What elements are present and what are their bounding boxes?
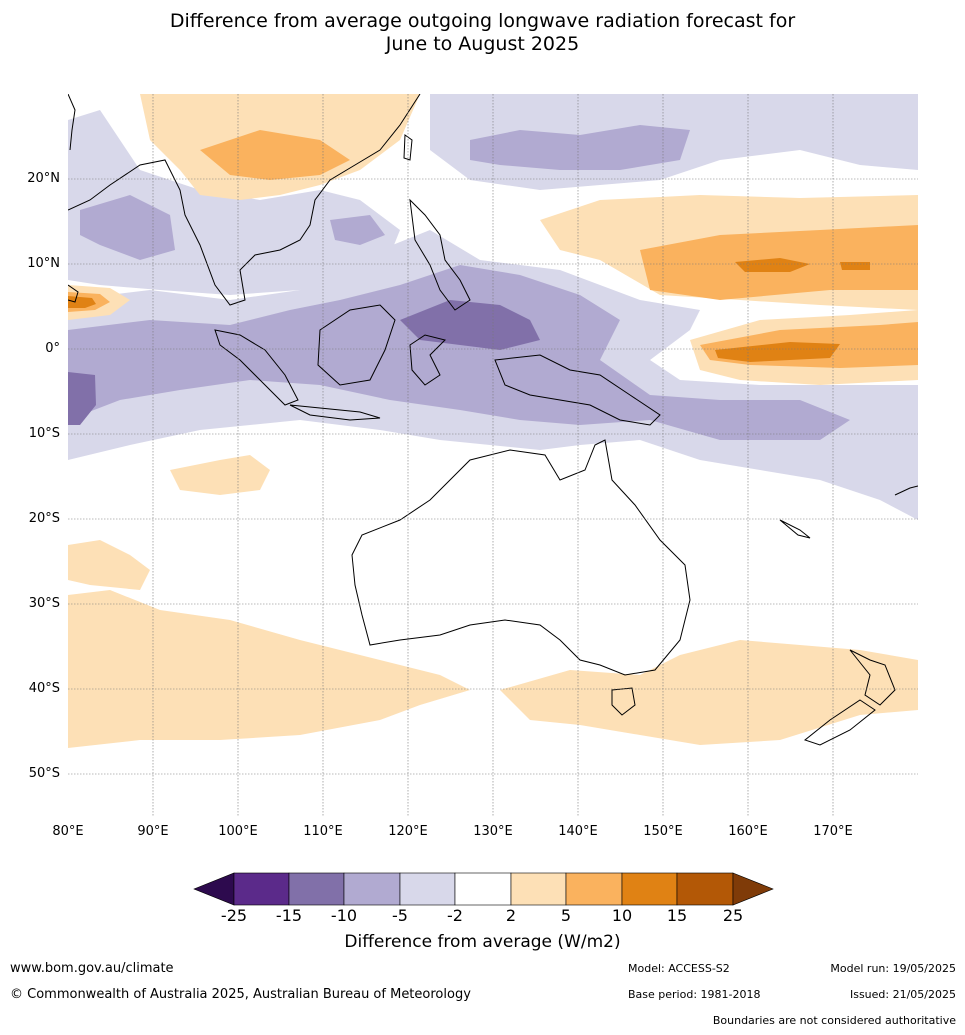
colorbar-segment [565, 872, 623, 906]
colorbar-tick-label: 5 [560, 906, 572, 925]
model-text: Model: ACCESS-S2 [628, 962, 730, 975]
pacific-islands-coastline [779, 485, 918, 539]
lon-label: 90°E [137, 824, 169, 839]
colorbar-segment [621, 872, 678, 906]
issued-text: Issued: 21/05/2025 [849, 988, 956, 1001]
borneo-coastline [317, 304, 396, 386]
anomaly-region-dark-orange-north-pacific-2 [840, 262, 870, 270]
colorbar-segment [399, 872, 456, 906]
anomaly-region-light-orange-patch [170, 455, 270, 495]
anomaly-region-dark-orange-west [68, 296, 96, 308]
lon-label: 100°E [218, 824, 258, 839]
title-line-1: Difference from average outgoing longwav… [169, 10, 796, 32]
anomaly-region-purple-bay [80, 195, 175, 260]
lon-label: 80°E [52, 824, 84, 839]
lat-label: 0° [45, 341, 60, 356]
disclaimer-text: Boundaries are not considered authoritat… [712, 1014, 956, 1027]
anomaly-region-dark-orange-equatorial-pacific [715, 342, 840, 362]
australia-coastline [351, 439, 691, 676]
lat-label: 20°N [27, 171, 60, 186]
lon-label: 150°E [643, 824, 683, 839]
anomaly-region-light-orange-southern-west [68, 590, 470, 748]
colorbar-segment [454, 872, 512, 906]
colorbar-tick-label: 15 [666, 906, 688, 925]
colorbar-tick-label: 25 [722, 906, 744, 925]
base-period-text: Base period: 1981-2018 [628, 988, 761, 1001]
anomaly-region-light-orange-southern-east [500, 640, 918, 745]
lat-label: 10°S [28, 426, 60, 441]
sumatra-coastline [214, 329, 299, 406]
colorbar-tick-label: 10 [611, 906, 633, 925]
lon-label: 160°E [728, 824, 768, 839]
sulawesi-coastline [409, 334, 446, 386]
colorbar-tick-label: -25 [220, 906, 248, 925]
new-zealand-south-coastline [803, 699, 876, 746]
lat-label: 20°S [28, 511, 60, 526]
colorbar-segment [510, 872, 567, 906]
sri-lanka-coastline [68, 284, 79, 303]
website-link[interactable]: www.bom.gov.au/climate [10, 961, 174, 976]
anomaly-region-light-orange-sw-patch [68, 540, 150, 590]
lat-label: 30°S [28, 596, 60, 611]
java-coastline [289, 404, 381, 421]
anomaly-field [68, 94, 918, 748]
taiwan-coastline [403, 134, 413, 161]
colorbar-tick-label: -10 [330, 906, 358, 925]
title-line-2: June to August 2025 [385, 33, 580, 55]
philippines-coastline [409, 198, 471, 311]
lat-label: 50°S [28, 766, 60, 781]
lat-label: 10°N [27, 256, 60, 271]
colorbar-extend-low [193, 872, 235, 906]
colorbar-extend-high [732, 872, 774, 906]
coastlines [68, 94, 918, 746]
colorbar-segment [233, 872, 290, 906]
tasmania-coastline [611, 687, 636, 716]
colorbar-tick-label: -15 [275, 906, 303, 925]
new-zealand-north-coastline [849, 649, 896, 706]
lon-label: 170°E [813, 824, 853, 839]
colorbar-segment [288, 872, 345, 906]
lon-label: 120°E [388, 824, 428, 839]
colorbar-segment [343, 872, 401, 906]
new-guinea-coastline [494, 354, 661, 426]
lon-label: 140°E [558, 824, 598, 839]
anomaly-region-purple-scs [330, 215, 385, 245]
lon-label: 130°E [473, 824, 513, 839]
anomaly-region-dark-purple-west [68, 372, 96, 425]
anomaly-region-purple-north-pacific [470, 125, 690, 170]
anomaly-region-dark-orange-north-pacific [735, 258, 810, 272]
colorbar-tick-label: -2 [447, 906, 463, 925]
colorbar [193, 872, 774, 906]
colorbar-title: Difference from average (W/m2) [344, 932, 621, 952]
anomaly-region-purple-equatorial-indian [68, 265, 850, 440]
lon-label: 110°E [303, 824, 343, 839]
india-coastline [68, 94, 76, 151]
colorbar-segment [676, 872, 734, 906]
colorbar-tick-label: -5 [392, 906, 408, 925]
chart-title: Difference from average outgoing longwav… [0, 10, 965, 56]
mainland-asia-coastline [68, 94, 421, 306]
anomaly-region-orange-se-asia [200, 130, 350, 180]
gridlines [68, 94, 918, 816]
copyright-text: © Commonwealth of Australia 2025, Austra… [10, 987, 471, 1002]
lat-label: 40°S [28, 681, 60, 696]
colorbar-tick-label: 2 [505, 906, 517, 925]
model-run-text: Model run: 19/05/2025 [830, 962, 956, 975]
